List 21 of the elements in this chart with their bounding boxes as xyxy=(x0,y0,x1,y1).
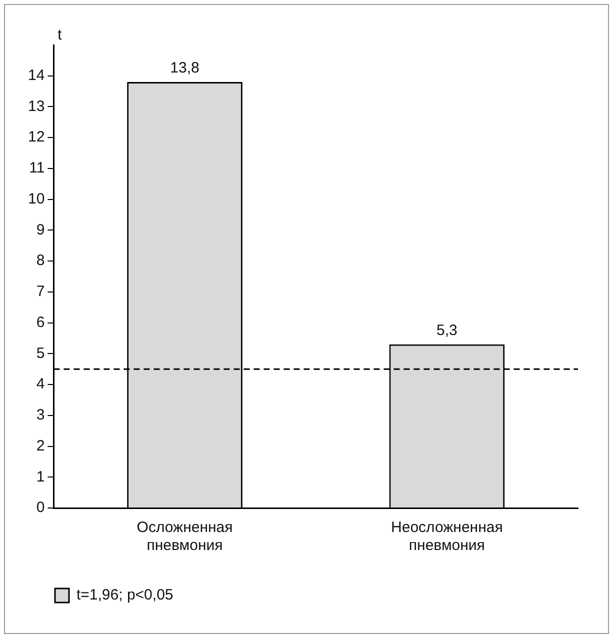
x-tick-label: Неосложненная пневмония xyxy=(391,519,503,554)
y-tick-label: 9 xyxy=(36,221,45,238)
y-tick-label: 10 xyxy=(28,190,45,208)
y-tick-label: 11 xyxy=(29,160,45,177)
legend-label: t=1,96; p<0,05 xyxy=(76,586,174,604)
y-tick-label: 6 xyxy=(36,314,45,331)
y-axis-title: t xyxy=(58,26,63,44)
data-label: 5,3 xyxy=(436,322,458,340)
x-tick-label: Осложненная пневмония xyxy=(136,519,233,554)
y-tick-label: 12 xyxy=(28,128,45,146)
y-tick-label: 1 xyxy=(36,468,45,486)
y-tick-label: 0 xyxy=(36,499,45,516)
y-tick-label: 8 xyxy=(36,252,45,270)
y-tick-label: 2 xyxy=(36,437,45,454)
y-tick-label: 14 xyxy=(28,67,45,84)
y-tick-label: 13 xyxy=(28,98,45,115)
data-label: 13,8 xyxy=(170,60,200,77)
y-tick-label: 4 xyxy=(36,376,45,393)
y-tick-label: 3 xyxy=(36,406,45,424)
y-tick-label: 7 xyxy=(36,283,45,300)
y-tick-label: 5 xyxy=(36,344,45,362)
